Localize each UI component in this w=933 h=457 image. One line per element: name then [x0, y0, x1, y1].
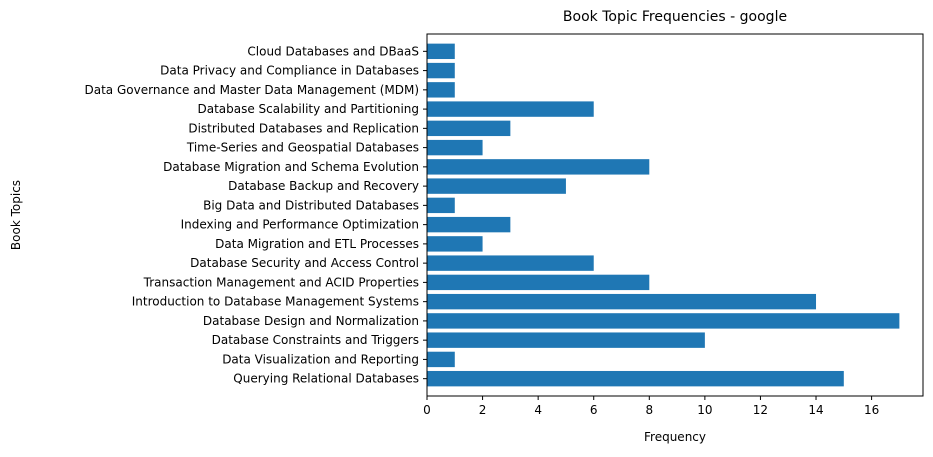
plot-frame — [426, 33, 924, 397]
y-tick-label: Database Scalability and Partitioning — [197, 102, 419, 116]
bar — [427, 120, 511, 137]
x-tick-label: 0 — [423, 403, 431, 417]
bar — [427, 139, 483, 156]
bar — [427, 274, 650, 291]
y-tick-label: Database Backup and Recovery — [228, 179, 419, 193]
bar — [427, 236, 483, 252]
x-axis-label: Frequency — [644, 430, 706, 444]
bar — [427, 62, 455, 79]
bars-group — [427, 43, 900, 387]
x-tick-label: 12 — [753, 403, 768, 417]
bar — [427, 351, 455, 368]
bar — [427, 101, 594, 117]
y-tick-label: Data Migration and ETL Processes — [215, 237, 419, 251]
chart-title: Book Topic Frequencies - google — [563, 9, 787, 25]
bar — [427, 159, 650, 175]
x-tick-label: 16 — [864, 403, 879, 417]
y-axis-ticks: Querying Relational Databases Data Visual… — [85, 44, 427, 386]
x-axis-ticks: 0 2 4 6 8 10 12 14 16 — [423, 396, 879, 417]
y-tick-label: Cloud Databases and DBaaS — [247, 44, 419, 58]
y-tick-label: Database Design and Normalization — [203, 314, 419, 328]
y-tick-label: Data Governance and Master Data Manageme… — [85, 83, 420, 97]
bar — [427, 313, 900, 329]
bar — [427, 370, 844, 387]
y-tick-label: Distributed Databases and Replication — [188, 121, 419, 135]
y-tick-label: Database Constraints and Triggers — [212, 333, 419, 347]
y-axis-label: Book Topics — [9, 180, 23, 250]
y-tick-label: Data Privacy and Compliance in Databases — [160, 64, 419, 78]
y-tick-label: Data Visualization and Reporting — [222, 352, 419, 366]
bar — [427, 82, 455, 98]
y-tick-label: Introduction to Database Management Syst… — [132, 295, 419, 309]
bar — [427, 216, 511, 233]
bar — [427, 255, 594, 271]
x-tick-label: 8 — [645, 403, 653, 417]
bar — [427, 332, 705, 348]
y-tick-label: Big Data and Distributed Databases — [203, 198, 419, 212]
x-tick-label: 14 — [808, 403, 823, 417]
bar — [427, 43, 455, 60]
y-tick-label: Database Security and Access Control — [190, 256, 419, 270]
bar — [427, 293, 817, 310]
y-tick-label: Indexing and Performance Optimization — [181, 218, 419, 232]
y-tick-label: Querying Relational Databases — [233, 372, 419, 386]
bar — [427, 178, 566, 194]
bar — [427, 197, 455, 214]
y-tick-label: Database Migration and Schema Evolution — [163, 160, 419, 174]
x-tick-label: 4 — [534, 403, 542, 417]
y-tick-label: Time-Series and Geospatial Databases — [186, 141, 419, 155]
x-tick-label: 6 — [590, 403, 598, 417]
y-tick-label: Transaction Management and ACID Properti… — [143, 275, 419, 289]
x-tick-label: 2 — [479, 403, 487, 417]
x-tick-label: 10 — [697, 403, 712, 417]
